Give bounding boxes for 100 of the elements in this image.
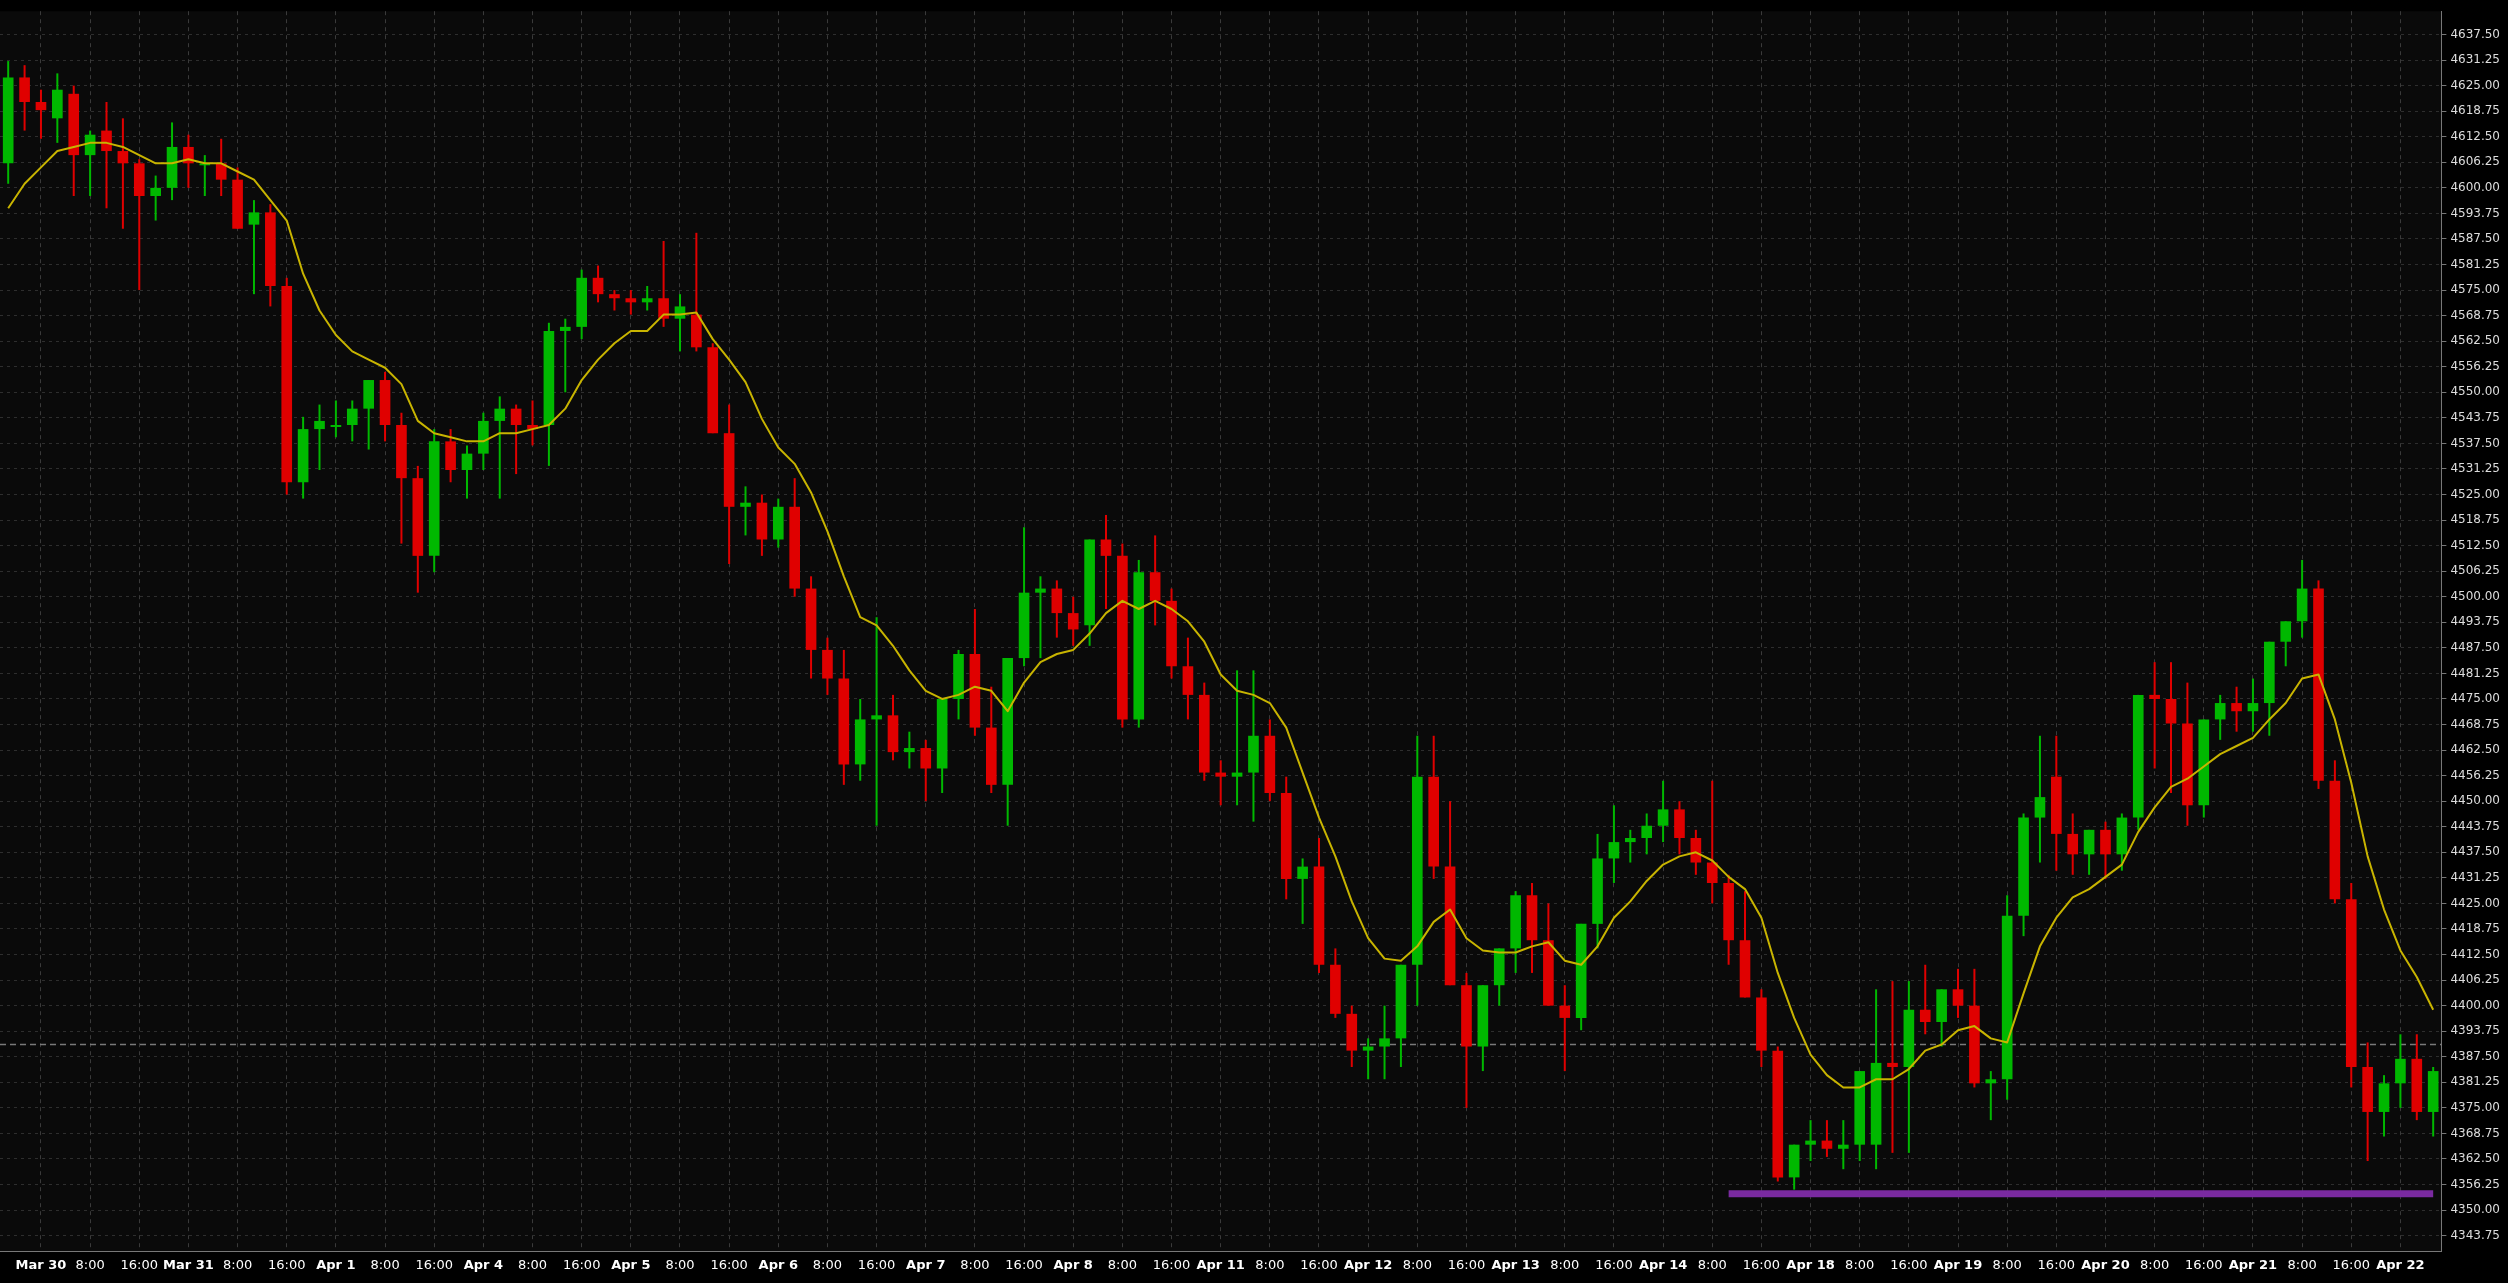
y-tick-label: 4418.75 [2450, 921, 2500, 936]
candlestick [2280, 620, 2292, 668]
x-tick-label: 8:00 [75, 1256, 105, 1272]
x-tick-label: 16:00 [1742, 1256, 1781, 1272]
y-tick-label: 4637.50 [2450, 26, 2500, 41]
candlestick [346, 399, 358, 443]
y-tick-label: 4443.75 [2450, 818, 2500, 833]
candlestick [1297, 857, 1308, 925]
y-tick-label: 4556.25 [2450, 358, 2500, 373]
y-tick-label: 4593.75 [2450, 205, 2500, 220]
candlestick [1641, 812, 1653, 856]
x-tick-label: 16:00 [2037, 1256, 2076, 1272]
y-tick-label: 4481.25 [2450, 665, 2500, 680]
y-tick-label: 4381.25 [2450, 1074, 2500, 1089]
candlestick [625, 289, 637, 316]
x-tick-label: Apr 4 [463, 1256, 504, 1272]
y-tick-label: 4493.75 [2450, 614, 2500, 629]
x-tick-label: Apr 13 [1491, 1256, 1540, 1272]
y-tick-label: 4450.00 [2450, 793, 2500, 808]
candlestick [2034, 734, 2046, 864]
x-tick-label: Apr 20 [2081, 1256, 2130, 1272]
candlestick [1035, 575, 1046, 660]
candlestick [2247, 677, 2259, 733]
y-tick-label: 4575.00 [2450, 282, 2500, 297]
x-tick-label: Apr 7 [906, 1256, 946, 1272]
y-tick-label: 4500.00 [2450, 588, 2500, 603]
candlestick [871, 616, 882, 827]
y-tick-label: 4562.50 [2450, 333, 2500, 348]
x-tick-label: Apr 14 [1638, 1256, 1688, 1272]
x-tick-label: 8:00 [1697, 1256, 1727, 1272]
x-tick-label: 8:00 [2140, 1256, 2170, 1272]
y-tick-label: 4625.00 [2450, 77, 2500, 92]
candlestick [904, 730, 915, 770]
x-tick-label: 16:00 [2332, 1256, 2370, 1272]
candlestick [1559, 984, 1571, 1073]
candlestick [2214, 693, 2226, 741]
y-tick-label: 4543.75 [2450, 409, 2500, 424]
y-tick-label: 4462.50 [2450, 742, 2500, 757]
x-tick-label: Apr 19 [1933, 1256, 1983, 1272]
candlestick [592, 264, 604, 304]
x-tick-label: Apr 6 [758, 1256, 798, 1272]
y-tick-label: 4606.25 [2450, 154, 2500, 169]
y-tick-label: 4343.75 [2450, 1227, 2500, 1242]
x-tick-label: 16:00 [857, 1256, 896, 1272]
y-tick-label: 4618.75 [2450, 103, 2500, 118]
candlestick [1379, 1004, 1390, 1081]
y-tick-label: 4587.50 [2450, 231, 2500, 246]
x-tick-label: 16:00 [562, 1256, 601, 1272]
y-tick-label: 4568.75 [2450, 307, 2500, 322]
x-tick-label: 16:00 [1005, 1256, 1043, 1272]
candlestick [1838, 1119, 1849, 1171]
y-tick-label: 4375.00 [2450, 1100, 2500, 1114]
x-tick-label: Mar 30 [15, 1256, 67, 1272]
y-tick-label: 4468.75 [2450, 716, 2500, 731]
candlestick [609, 289, 620, 312]
x-tick-label: Apr 18 [1786, 1256, 1835, 1272]
y-tick-label: 4387.50 [2450, 1048, 2500, 1063]
x-tick-label: 16:00 [1300, 1256, 1338, 1272]
candlestick [740, 485, 751, 537]
x-tick-label: 8:00 [1402, 1256, 1432, 1272]
candlestick [2231, 685, 2242, 733]
y-tick-label: 4525.00 [2450, 486, 2500, 501]
y-tick-label: 4412.50 [2450, 946, 2500, 961]
x-tick-label: 16:00 [2185, 1256, 2223, 1272]
x-tick-label: 8:00 [1992, 1256, 2022, 1272]
y-tick-label: 4362.50 [2450, 1151, 2500, 1166]
x-tick-label: 8:00 [222, 1256, 253, 1272]
x-tick-label: 16:00 [1890, 1256, 1928, 1272]
y-tick-label: 4537.50 [2450, 435, 2500, 450]
x-tick-label: 16:00 [1595, 1256, 1633, 1272]
y-tick-label: 4612.50 [2450, 128, 2500, 143]
candlestick [510, 403, 522, 476]
y-tick-label: 4456.25 [2450, 767, 2500, 782]
x-tick-label: 8:00 [1107, 1256, 1137, 1272]
candlestick [330, 399, 342, 439]
candlestick [658, 240, 669, 328]
candlestick [1887, 980, 1898, 1154]
x-tick-label: Apr 11 [1196, 1256, 1245, 1272]
x-tick-label: 16:00 [120, 1256, 159, 1272]
y-tick-label: 4550.00 [2450, 384, 2500, 399]
y-tick-label: 4506.25 [2450, 563, 2500, 578]
y-tick-label: 4437.50 [2450, 844, 2500, 859]
candlestick [1362, 1037, 1374, 1081]
candlestick [641, 284, 653, 312]
candlestick [1821, 1119, 1833, 1158]
x-tick-label: 16:00 [268, 1256, 306, 1272]
y-tick-label: 4600.00 [2450, 179, 2500, 194]
x-tick-label: Apr 5 [611, 1256, 651, 1272]
candlestick [1985, 1070, 1997, 1122]
candlestick [1231, 669, 1243, 807]
x-tick-label: 16:00 [1152, 1256, 1191, 1272]
y-tick-label: 4431.25 [2450, 869, 2500, 884]
candlestick [1919, 963, 1931, 1036]
y-tick-label: 4406.25 [2450, 972, 2500, 987]
candlestick [248, 199, 260, 296]
candlestick [35, 88, 47, 140]
candlestick [1706, 779, 1718, 905]
candlestick [1100, 513, 1112, 611]
x-tick-label: 8:00 [960, 1256, 990, 1272]
x-tick-label: 16:00 [1447, 1256, 1486, 1272]
